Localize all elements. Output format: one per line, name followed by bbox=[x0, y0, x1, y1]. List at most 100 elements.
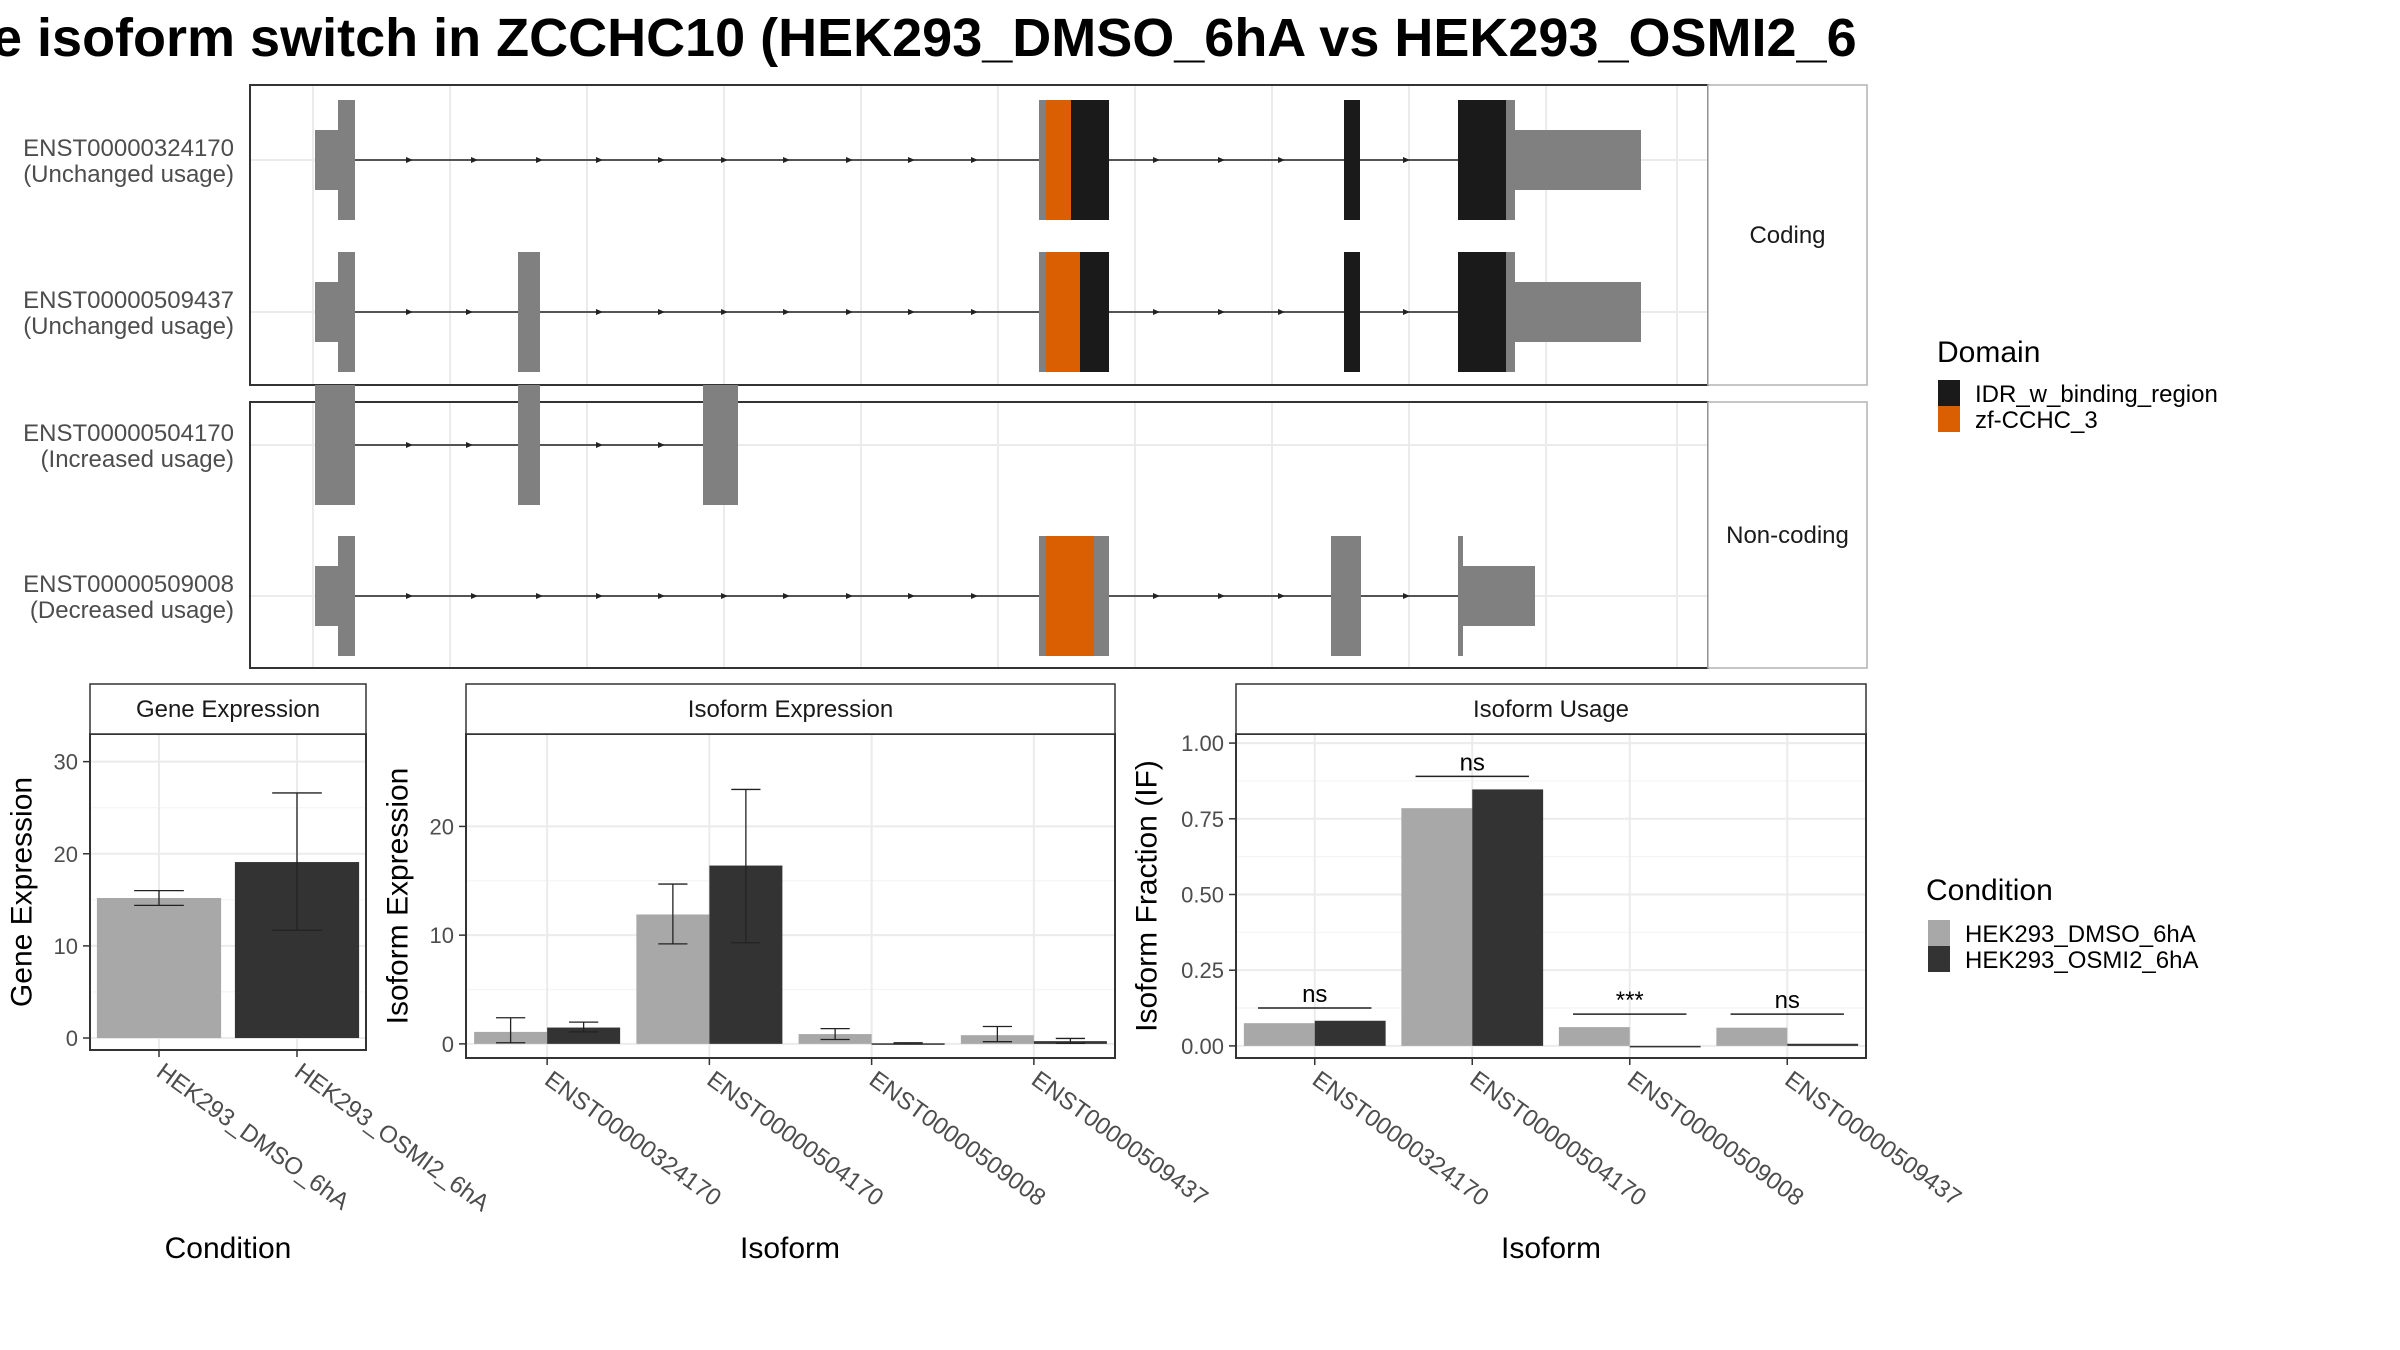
intron-direction-arrow bbox=[596, 157, 603, 163]
legend-label-osmi: HEK293_OSMI2_6hA bbox=[1965, 947, 2198, 974]
y-axis-title: Gene Expression bbox=[6, 777, 39, 1007]
y-axis-title: Isoform Fraction (IF) bbox=[1131, 760, 1164, 1032]
bar bbox=[96, 897, 222, 1039]
intron-direction-arrow bbox=[783, 593, 790, 599]
legend-label-dmso: HEK293_DMSO_6hA bbox=[1965, 921, 2196, 948]
y-tick-label: 0.25 bbox=[1181, 958, 1224, 983]
intron-direction-arrow bbox=[1278, 157, 1285, 163]
intron-direction-arrow bbox=[1403, 593, 1410, 599]
x-axis-title: Isoform bbox=[1501, 1232, 1601, 1265]
intron-direction-arrow bbox=[596, 442, 603, 448]
intron-direction-arrow bbox=[536, 593, 543, 599]
exon bbox=[1039, 252, 1046, 372]
plot-background bbox=[466, 734, 1115, 1058]
intron-direction-arrow bbox=[783, 309, 790, 315]
significance-label: *** bbox=[1616, 987, 1644, 1014]
x-tick-label: ENST00000504170 bbox=[702, 1066, 888, 1212]
facet-strip bbox=[1707, 401, 1868, 669]
exon-idr-domain bbox=[1458, 100, 1506, 220]
facet-strip-label: Coding bbox=[1749, 222, 1825, 249]
y-tick-label: 20 bbox=[430, 814, 454, 839]
exon bbox=[1331, 536, 1361, 656]
intron-direction-arrow bbox=[908, 309, 915, 315]
intron-direction-arrow bbox=[466, 442, 473, 448]
exon bbox=[338, 252, 355, 372]
y-tick-label: 1.00 bbox=[1181, 731, 1224, 756]
exon bbox=[338, 536, 355, 656]
exon-zf-cchc-domain bbox=[1046, 536, 1094, 656]
intron-direction-arrow bbox=[596, 593, 603, 599]
y-tick-label: 10 bbox=[54, 934, 78, 959]
exon-idr-domain bbox=[1080, 252, 1109, 372]
intron-direction-arrow bbox=[536, 157, 543, 163]
intron-direction-arrow bbox=[1218, 157, 1225, 163]
exon-zf-cchc-domain bbox=[1046, 100, 1071, 220]
transcript-id-label: ENST00000509437 bbox=[23, 287, 234, 314]
exon bbox=[1039, 536, 1046, 656]
intron-direction-arrow bbox=[1278, 593, 1285, 599]
legend-key-dmso bbox=[1928, 920, 1950, 946]
exon bbox=[338, 100, 355, 220]
intron-direction-arrow bbox=[658, 442, 665, 448]
x-tick-label: ENST00000509437 bbox=[1026, 1066, 1212, 1212]
exon bbox=[315, 282, 340, 342]
intron-direction-arrow bbox=[1153, 157, 1160, 163]
intron-direction-arrow bbox=[971, 309, 978, 315]
legend-key-idr bbox=[1938, 380, 1960, 406]
x-tick-label: ENST00000324170 bbox=[540, 1066, 726, 1212]
bar bbox=[547, 1027, 621, 1044]
expression-bar-charts: Gene Expression0102030HEK293_DMSO_6hAHEK… bbox=[6, 683, 1966, 1265]
domain-legend-title: Domain bbox=[1937, 336, 2040, 369]
bar bbox=[1558, 1027, 1630, 1046]
exon bbox=[1515, 282, 1641, 342]
transcript-usage-label: (Decreased usage) bbox=[30, 597, 234, 624]
intron-direction-arrow bbox=[721, 309, 728, 315]
intron-direction-arrow bbox=[406, 442, 413, 448]
intron-direction-arrow bbox=[1403, 309, 1410, 315]
intron-direction-arrow bbox=[1153, 593, 1160, 599]
significance-label: ns bbox=[1775, 987, 1800, 1014]
structure-panel-bg bbox=[250, 402, 1708, 668]
exon bbox=[1039, 100, 1046, 220]
intron-direction-arrow bbox=[846, 593, 853, 599]
facet-strip-label: Isoform Expression bbox=[688, 696, 893, 723]
chart-isoform-expression: Isoform Expression01020ENST00000324170EN… bbox=[382, 683, 1213, 1265]
intron-direction-arrow bbox=[971, 157, 978, 163]
y-tick-label: 0.00 bbox=[1181, 1034, 1224, 1059]
intron-direction-arrow bbox=[1218, 309, 1225, 315]
condition-legend: Condition HEK293_DMSO_6hA HEK293_OSMI2_6… bbox=[1926, 874, 2198, 974]
x-tick-label: ENST00000509008 bbox=[864, 1066, 1050, 1212]
exon bbox=[315, 566, 340, 626]
intron-direction-arrow bbox=[971, 593, 978, 599]
exon-idr-domain bbox=[1344, 252, 1360, 372]
exon bbox=[1506, 252, 1515, 372]
facet-strip-label: Isoform Usage bbox=[1473, 696, 1629, 723]
intron-direction-arrow bbox=[1218, 593, 1225, 599]
legend-key-osmi bbox=[1928, 946, 1950, 972]
intron-direction-arrow bbox=[658, 593, 665, 599]
exon bbox=[1094, 536, 1109, 656]
intron-direction-arrow bbox=[406, 593, 413, 599]
facet-strip-label: Gene Expression bbox=[136, 696, 320, 723]
intron-direction-arrow bbox=[846, 157, 853, 163]
bar bbox=[1472, 789, 1544, 1046]
bar bbox=[1243, 1023, 1315, 1046]
exon-idr-domain bbox=[1071, 100, 1109, 220]
intron-direction-arrow bbox=[1278, 309, 1285, 315]
exon bbox=[315, 385, 355, 505]
intron-direction-arrow bbox=[721, 157, 728, 163]
intron-direction-arrow bbox=[908, 593, 915, 599]
exon bbox=[518, 252, 540, 372]
exon bbox=[1506, 100, 1515, 220]
intron-direction-arrow bbox=[908, 157, 915, 163]
facet-strip bbox=[465, 683, 1116, 735]
legend-label-idr: IDR_w_binding_region bbox=[1975, 381, 2218, 408]
exon bbox=[518, 385, 540, 505]
intron-direction-arrow bbox=[846, 309, 853, 315]
significance-label: ns bbox=[1302, 981, 1327, 1008]
facet-strip bbox=[1235, 683, 1867, 735]
y-tick-label: 0 bbox=[442, 1032, 454, 1057]
intron-direction-arrow bbox=[1403, 157, 1410, 163]
plot-background bbox=[1236, 734, 1866, 1058]
